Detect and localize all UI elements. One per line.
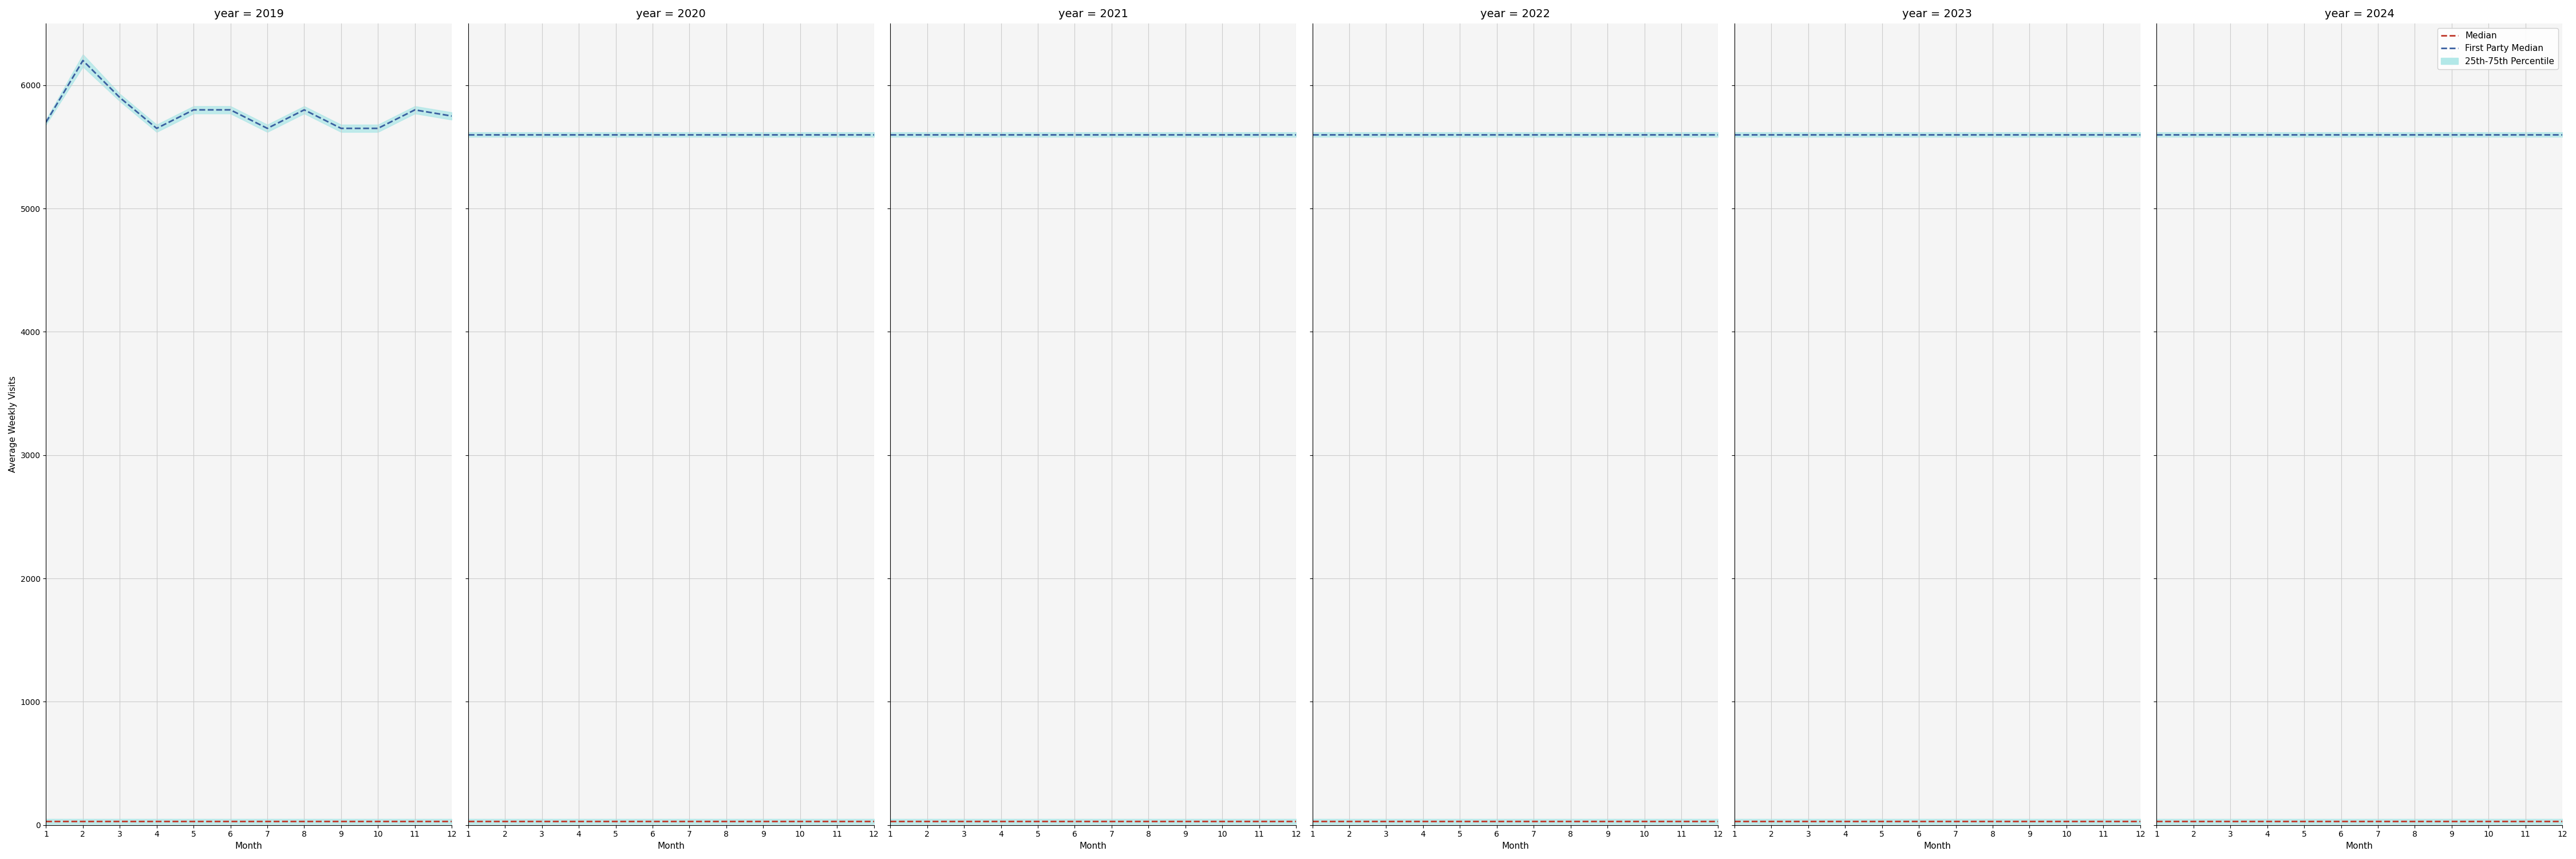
Title: year = 2019: year = 2019 bbox=[214, 9, 283, 20]
Title: year = 2021: year = 2021 bbox=[1059, 9, 1128, 20]
Title: year = 2020: year = 2020 bbox=[636, 9, 706, 20]
X-axis label: Month: Month bbox=[234, 842, 263, 850]
X-axis label: Month: Month bbox=[2347, 842, 2372, 850]
X-axis label: Month: Month bbox=[657, 842, 685, 850]
X-axis label: Month: Month bbox=[1924, 842, 1950, 850]
Title: year = 2024: year = 2024 bbox=[2324, 9, 2396, 20]
Title: year = 2022: year = 2022 bbox=[1481, 9, 1551, 20]
Title: year = 2023: year = 2023 bbox=[1904, 9, 1973, 20]
Y-axis label: Average Weekly Visits: Average Weekly Visits bbox=[8, 376, 18, 472]
X-axis label: Month: Month bbox=[1502, 842, 1530, 850]
Legend: Median, First Party Median, 25th-75th Percentile: Median, First Party Median, 25th-75th Pe… bbox=[2437, 28, 2558, 70]
X-axis label: Month: Month bbox=[1079, 842, 1108, 850]
